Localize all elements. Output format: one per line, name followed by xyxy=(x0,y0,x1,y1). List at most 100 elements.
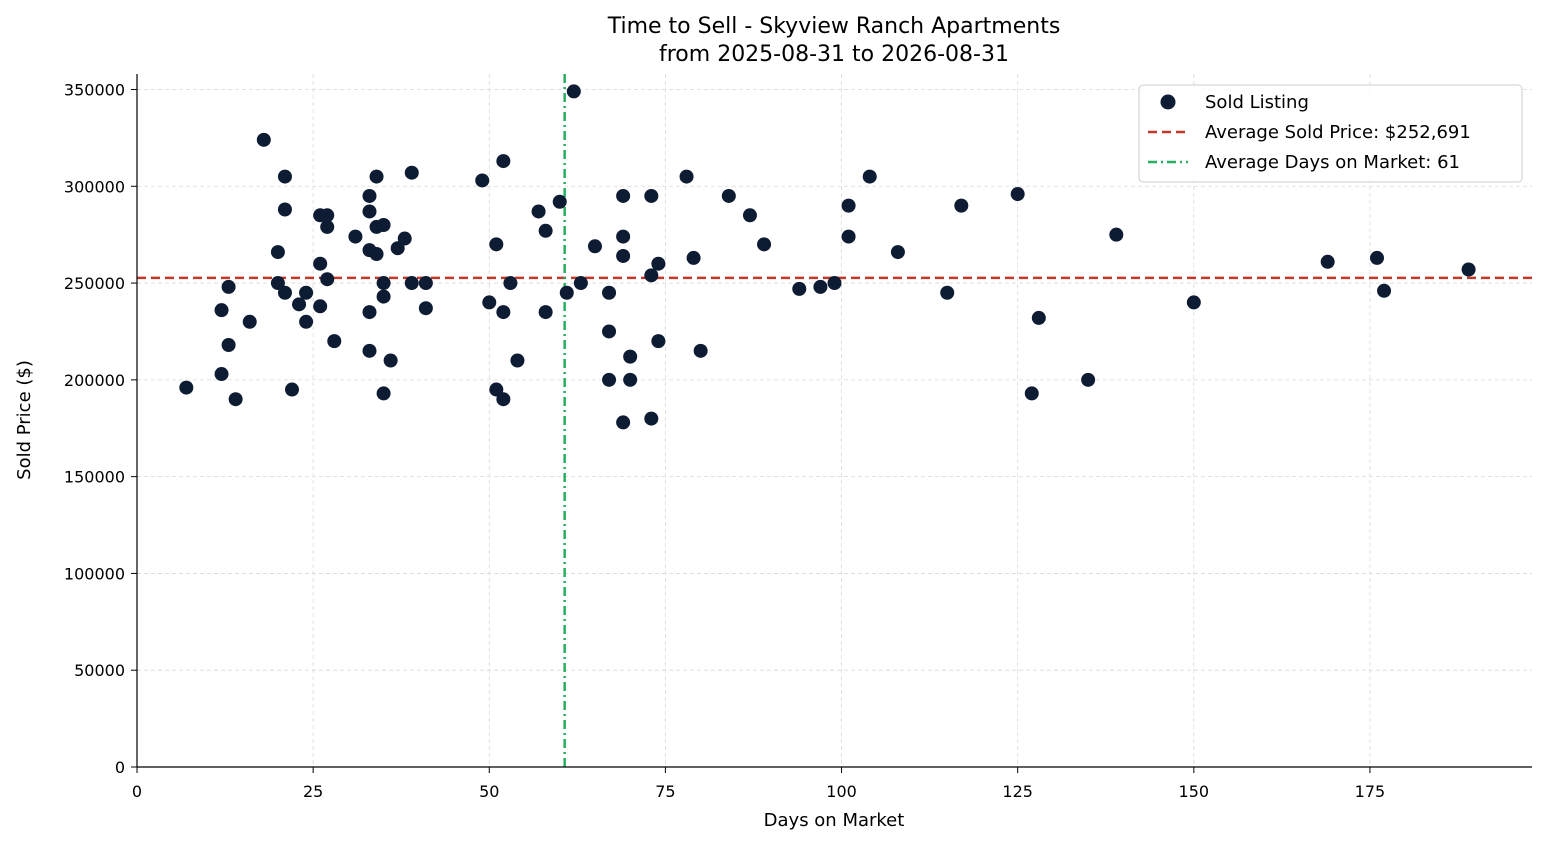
data-point xyxy=(1461,262,1476,277)
data-point xyxy=(644,268,659,283)
data-point xyxy=(179,380,194,395)
legend-label-avg-price: Average Sold Price: $252,691 xyxy=(1205,122,1471,143)
data-point xyxy=(390,241,405,256)
y-tick-label: 50000 xyxy=(74,661,125,680)
data-point xyxy=(482,295,497,310)
data-point xyxy=(623,349,638,364)
data-point xyxy=(214,367,229,382)
data-point xyxy=(228,392,243,407)
y-tick-label: 200000 xyxy=(64,371,125,390)
data-point xyxy=(644,188,659,203)
data-point xyxy=(644,411,659,426)
data-point xyxy=(320,272,335,287)
x-tick-label: 125 xyxy=(1002,782,1033,801)
data-point xyxy=(277,202,292,217)
data-point xyxy=(602,324,617,339)
data-point xyxy=(616,248,631,263)
data-point xyxy=(742,208,757,223)
data-point xyxy=(510,353,525,368)
data-point xyxy=(841,198,856,213)
data-point xyxy=(376,386,391,401)
data-point xyxy=(602,285,617,300)
data-point xyxy=(602,372,617,387)
data-point xyxy=(376,276,391,291)
data-point xyxy=(1010,187,1025,202)
data-point xyxy=(651,256,666,271)
data-point xyxy=(792,281,807,296)
data-point xyxy=(623,372,638,387)
data-point xyxy=(418,301,433,316)
data-point xyxy=(369,247,384,262)
data-point xyxy=(362,204,377,219)
data-point xyxy=(559,285,574,300)
data-point xyxy=(616,229,631,244)
data-point xyxy=(496,305,511,320)
data-point xyxy=(369,169,384,184)
data-point xyxy=(1024,386,1039,401)
data-point xyxy=(587,239,602,254)
data-point xyxy=(348,229,363,244)
data-point xyxy=(489,237,504,252)
data-point xyxy=(616,188,631,203)
x-ticks: 0 25 50 75 100 125 150 175 xyxy=(132,767,1385,801)
data-point xyxy=(270,276,285,291)
data-point xyxy=(841,229,856,244)
legend-label-sold-listing: Sold Listing xyxy=(1205,92,1309,113)
data-point xyxy=(757,237,772,252)
data-point xyxy=(362,343,377,358)
x-tick-label: 100 xyxy=(826,782,857,801)
y-tick-label: 100000 xyxy=(64,564,125,583)
data-point xyxy=(475,173,490,188)
x-axis-label: Days on Market xyxy=(764,810,905,831)
data-point xyxy=(538,305,553,320)
legend: Sold Listing Average Sold Price: $252,69… xyxy=(1138,84,1523,183)
x-tick-label: 25 xyxy=(303,782,323,801)
data-point xyxy=(686,250,701,265)
data-point xyxy=(890,245,905,260)
data-point xyxy=(1370,250,1384,265)
y-tick-label: 250000 xyxy=(64,274,125,293)
y-tick-label: 0 xyxy=(115,758,125,777)
data-point xyxy=(221,279,236,294)
legend-box xyxy=(1138,84,1523,183)
data-point xyxy=(299,314,314,329)
data-point xyxy=(679,169,694,184)
data-point xyxy=(489,382,504,397)
data-point xyxy=(397,231,412,246)
data-point xyxy=(362,188,377,203)
data-points xyxy=(179,84,1476,430)
reference-lines xyxy=(137,74,1532,767)
data-point xyxy=(320,219,335,234)
data-point xyxy=(721,188,736,203)
data-point xyxy=(538,223,553,238)
data-point xyxy=(1031,310,1046,325)
data-point xyxy=(277,285,292,300)
data-point xyxy=(221,338,236,353)
legend-label-avg-days: Average Days on Market: 61 xyxy=(1205,152,1460,173)
x-tick-label: 75 xyxy=(655,782,675,801)
data-point xyxy=(954,198,969,213)
data-point xyxy=(404,276,419,291)
x-tick-label: 150 xyxy=(1179,782,1210,801)
data-point xyxy=(277,169,292,184)
data-point xyxy=(503,276,518,291)
data-point xyxy=(299,285,314,300)
x-tick-label: 0 xyxy=(132,782,142,801)
chart-title: Time to Sell - Skyview Ranch Apartments xyxy=(607,14,1061,39)
data-point xyxy=(940,285,955,300)
data-point xyxy=(531,204,546,219)
data-point xyxy=(362,305,377,320)
data-point xyxy=(376,289,391,304)
data-point xyxy=(1186,295,1201,310)
data-point xyxy=(270,245,285,260)
data-point xyxy=(1377,283,1392,298)
data-point xyxy=(813,279,828,294)
data-point xyxy=(256,132,271,147)
data-point xyxy=(827,276,842,291)
data-point xyxy=(242,314,257,329)
legend-marker-sold-listing xyxy=(1160,94,1176,110)
data-point xyxy=(376,217,391,232)
y-ticks: 0 50000 100000 150000 200000 250000 300000 3500… xyxy=(64,80,137,777)
data-point xyxy=(651,334,666,349)
data-point xyxy=(1081,372,1096,387)
